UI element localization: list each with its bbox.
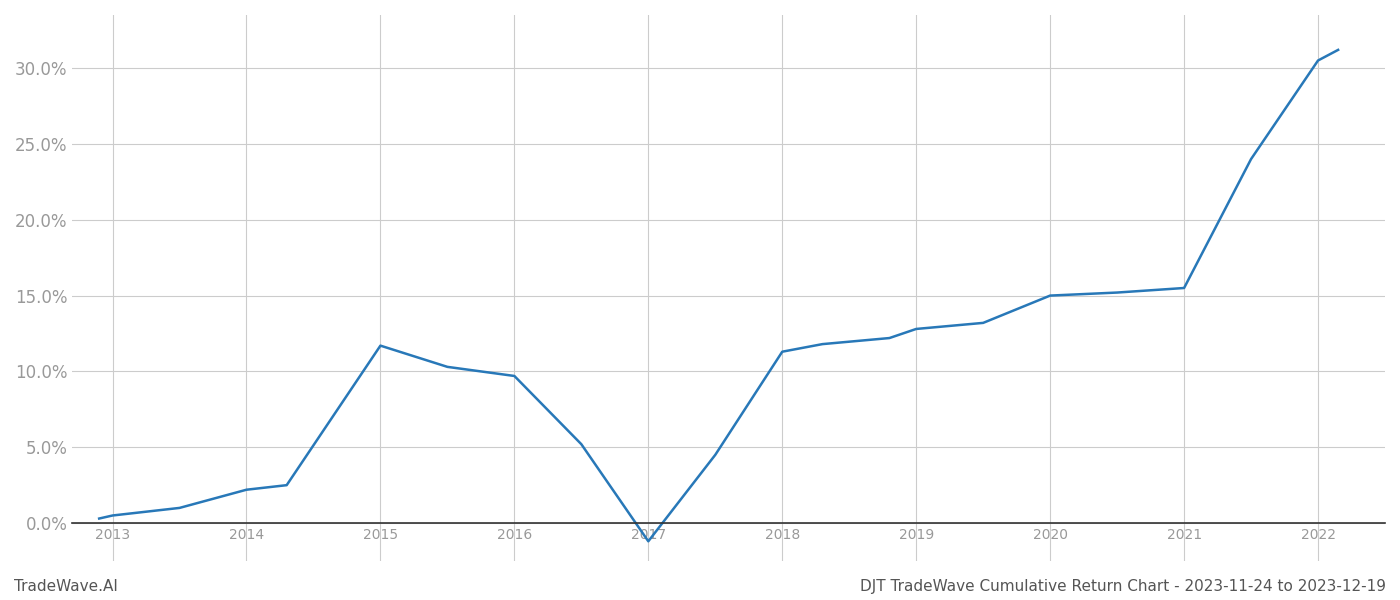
Text: DJT TradeWave Cumulative Return Chart - 2023-11-24 to 2023-12-19: DJT TradeWave Cumulative Return Chart - …	[860, 579, 1386, 594]
Text: TradeWave.AI: TradeWave.AI	[14, 579, 118, 594]
